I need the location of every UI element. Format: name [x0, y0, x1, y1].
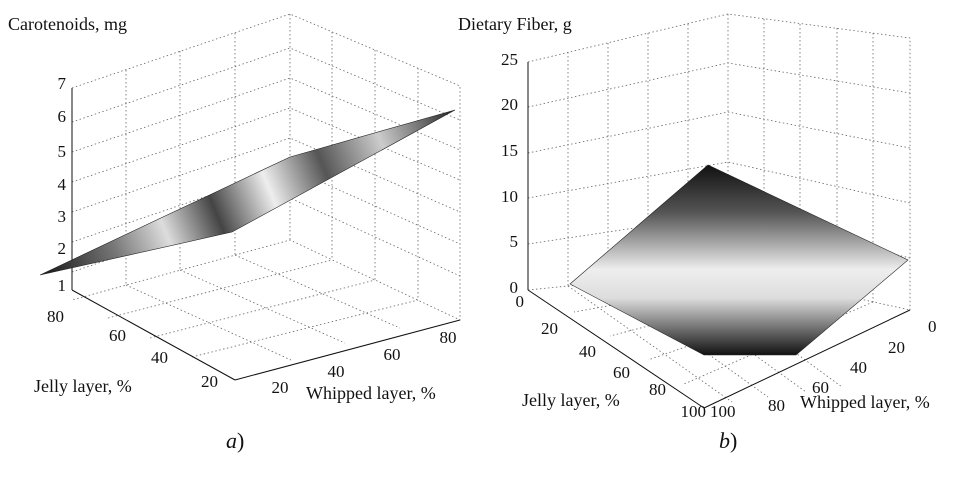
- y-tick-b-40: 40: [579, 342, 596, 361]
- x-tick-a-60: 60: [384, 345, 401, 364]
- y-ticks-b: 0 20 40 60 80 100: [516, 292, 707, 421]
- panel-caption-a: a): [226, 428, 245, 453]
- x-tick-b-60: 60: [812, 378, 829, 397]
- chart-b-canvas: 0 5 10 15 20 25 0 20 40 60 80 100 0 20 40 60 80 100 Die…: [458, 13, 937, 421]
- x-tick-a-40: 40: [328, 362, 345, 381]
- z-tick-a-7: 7: [58, 74, 67, 93]
- x-tick-a-20: 20: [272, 378, 289, 397]
- y-axis-label-a: Jelly layer, %: [34, 376, 132, 396]
- z-ticks-b: 0 5 10 15 20 25: [501, 50, 518, 297]
- y-tick-a-20: 20: [201, 372, 218, 391]
- z-tick-a-4: 4: [58, 175, 67, 194]
- y-tick-a-60: 60: [109, 326, 126, 345]
- y-tick-b-100: 100: [681, 402, 707, 421]
- z-tick-a-3: 3: [58, 207, 67, 226]
- y-tick-a-80: 80: [47, 307, 64, 326]
- x-tick-a-80: 80: [440, 328, 457, 347]
- z-tick-b-10: 10: [501, 187, 518, 206]
- z-tick-b-5: 5: [510, 232, 519, 251]
- z-tick-b-25: 25: [501, 50, 518, 69]
- y-tick-b-20: 20: [541, 319, 558, 338]
- z-tick-a-2: 2: [58, 239, 67, 258]
- z-tick-b-0: 0: [510, 278, 519, 297]
- panel-b: 0 5 10 15 20 25 0 20 40 60 80 100 0 20 40 60 80 100 Die…: [458, 0, 969, 477]
- z-tick-a-5: 5: [58, 142, 67, 161]
- z-tick-a-1: 1: [58, 276, 67, 295]
- x-tick-b-20: 20: [888, 338, 905, 357]
- y-axis-label-b: Jelly layer, %: [522, 390, 620, 410]
- x-axis-label-a: Whipped layer, %: [306, 383, 436, 403]
- z-axis-label-b: Dietary Fiber, g: [458, 14, 572, 34]
- y-tick-a-40: 40: [151, 348, 168, 367]
- y-ticks-a: 80 60 40 20: [47, 307, 218, 391]
- axis-frame-b: [527, 62, 911, 409]
- x-ticks-a: 20 40 60 80: [272, 328, 457, 397]
- z-axis-label-a: Carotenoids, mg: [8, 14, 127, 34]
- x-tick-b-40: 40: [850, 358, 867, 377]
- x-tick-b-80: 80: [768, 396, 785, 415]
- axis-frame-a: [71, 88, 461, 381]
- x-tick-b-100: 100: [710, 402, 736, 421]
- y-tick-b-60: 60: [613, 363, 630, 382]
- panel-caption-b: b): [719, 428, 738, 453]
- y-tick-b-0: 0: [516, 292, 525, 311]
- surface-a: [39, 109, 456, 276]
- x-ticks-b: 0 20 40 60 80 100: [710, 317, 937, 421]
- z-ticks-a: 1 2 3 4 5 6 7: [58, 74, 67, 295]
- x-axis-label-b: Whipped layer, %: [800, 392, 930, 412]
- z-tick-b-20: 20: [501, 95, 518, 114]
- y-tick-b-80: 80: [649, 380, 666, 399]
- surface-b: [569, 164, 909, 356]
- z-tick-a-6: 6: [58, 107, 67, 126]
- panel-a: 1 2 3 4 5 6 7 80 60 40 20 20 40 60 80 Carotenoids, m…: [0, 0, 470, 477]
- z-tick-b-15: 15: [501, 141, 518, 160]
- chart-a-canvas: 1 2 3 4 5 6 7 80 60 40 20 20 40 60 80 Carotenoids, m…: [8, 13, 461, 403]
- x-tick-b-0: 0: [928, 317, 937, 336]
